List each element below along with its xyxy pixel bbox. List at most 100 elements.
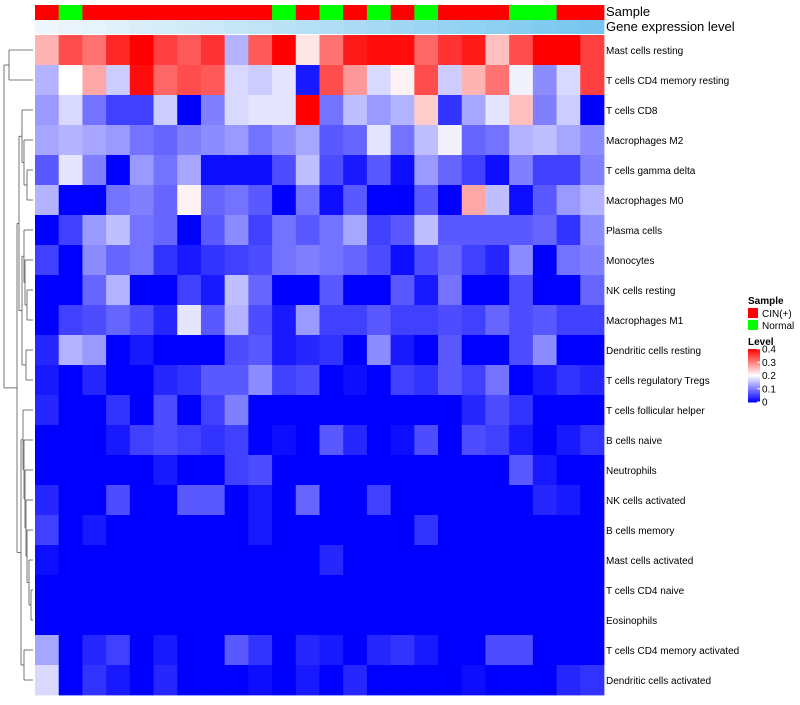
heatmap-cell xyxy=(438,425,463,456)
heatmap-cell xyxy=(485,365,510,396)
sample-annotation-cell xyxy=(177,5,202,20)
heatmap-cell xyxy=(319,665,344,696)
heatmap-cell xyxy=(58,635,83,666)
sample-annotation-cell xyxy=(509,5,534,20)
annotation-title-expression: Gene expression level xyxy=(606,19,735,34)
heatmap-cell xyxy=(224,35,249,66)
expression-annotation-cell xyxy=(177,20,202,34)
heatmap-cell xyxy=(248,245,273,276)
heatmap-cell xyxy=(461,545,486,576)
heatmap-cell xyxy=(35,425,60,456)
row-dendrogram xyxy=(3,49,33,681)
heatmap-cell xyxy=(106,545,131,576)
heatmap-cell xyxy=(509,635,534,666)
heatmap-cell xyxy=(461,155,486,186)
expression-annotation-cell xyxy=(390,20,415,34)
heatmap-cell xyxy=(319,515,344,546)
heatmap-cell xyxy=(129,155,154,186)
heatmap-cell xyxy=(556,335,581,366)
heatmap-cell xyxy=(129,95,154,126)
heatmap-cell xyxy=(106,455,131,486)
heatmap-cell xyxy=(485,125,510,156)
heatmap-cell xyxy=(390,275,415,306)
heatmap-cell xyxy=(461,515,486,546)
heatmap-cell xyxy=(295,365,320,396)
heatmap-cell xyxy=(224,185,249,216)
heatmap-cell xyxy=(106,215,131,246)
sample-annotation-cell xyxy=(390,5,415,20)
heatmap-cell xyxy=(58,425,83,456)
heatmap-cell xyxy=(366,605,392,636)
heatmap-cell xyxy=(414,215,439,246)
heatmap-cell xyxy=(82,245,107,276)
heatmap-cell xyxy=(272,245,297,276)
heatmap-cell xyxy=(461,305,486,336)
sample-annotation-cell xyxy=(58,5,83,20)
heatmap-cell xyxy=(319,215,344,246)
heatmap-cell xyxy=(200,335,226,366)
heatmap-cell xyxy=(366,635,392,666)
heatmap-cell xyxy=(106,185,131,216)
heatmap-cell xyxy=(224,485,249,516)
heatmap-cell xyxy=(200,65,226,96)
heatmap-cell xyxy=(224,635,249,666)
heatmap-cell xyxy=(343,335,368,366)
heatmap-cell xyxy=(532,395,557,426)
heatmap-cell xyxy=(129,65,154,96)
expression-annotation-cell xyxy=(366,20,392,34)
heatmap-cell xyxy=(153,245,178,276)
heatmap-cell xyxy=(106,335,131,366)
heatmap-cell xyxy=(272,515,297,546)
heatmap-cell xyxy=(129,125,154,156)
heatmap-cell xyxy=(390,575,415,606)
heatmap-cell xyxy=(509,335,534,366)
heatmap-cell xyxy=(438,155,463,186)
heatmap-cell xyxy=(343,575,368,606)
heatmap-cell xyxy=(200,185,226,216)
heatmap-cell xyxy=(485,335,510,366)
heatmap-cell xyxy=(343,95,368,126)
heatmap-cell xyxy=(82,605,107,636)
heatmap-cell xyxy=(82,635,107,666)
row-labels: Mast cells resting T cells CD4 memory res… xyxy=(606,46,739,687)
heatmap-cell xyxy=(438,335,463,366)
heatmap-cell xyxy=(366,125,392,156)
heatmap-cell xyxy=(106,635,131,666)
heatmap-cell xyxy=(556,65,581,96)
heatmap-cell xyxy=(580,575,605,606)
heatmap-cell xyxy=(366,545,392,576)
annotation-title-sample: Sample xyxy=(606,4,650,19)
heatmap-cell xyxy=(556,155,581,186)
heatmap-cell xyxy=(509,215,534,246)
heatmap-cell xyxy=(177,575,202,606)
heatmap-cell xyxy=(556,485,581,516)
heatmap-cell xyxy=(35,485,60,516)
heatmap-cell xyxy=(224,275,249,306)
heatmap-cell xyxy=(177,335,202,366)
heatmap-cell xyxy=(82,185,107,216)
heatmap-cell xyxy=(556,215,581,246)
heatmap-cell xyxy=(200,635,226,666)
sample-annotation-cell xyxy=(272,5,297,20)
heatmap-cell xyxy=(556,305,581,336)
colorbar-segment xyxy=(748,352,760,355)
heatmap-cell xyxy=(248,395,273,426)
heatmap-cell xyxy=(153,35,178,66)
heatmap-cell xyxy=(35,155,60,186)
heatmap-cell xyxy=(177,215,202,246)
heatmap-cell xyxy=(438,125,463,156)
heatmap-cell xyxy=(580,545,605,576)
heatmap-cell xyxy=(319,125,344,156)
heatmap-cell xyxy=(295,635,320,666)
heatmap-cell xyxy=(224,65,249,96)
colorbar-segment xyxy=(748,368,760,371)
heatmap-cell xyxy=(153,545,178,576)
expression-annotation-cell xyxy=(556,20,581,34)
heatmap-cell xyxy=(556,545,581,576)
heatmap-cell xyxy=(414,545,439,576)
heatmap-cell xyxy=(106,245,131,276)
heatmap-cell xyxy=(556,455,581,486)
heatmap-cell xyxy=(295,35,320,66)
heatmap-cell xyxy=(272,275,297,306)
heatmap-cell xyxy=(82,155,107,186)
